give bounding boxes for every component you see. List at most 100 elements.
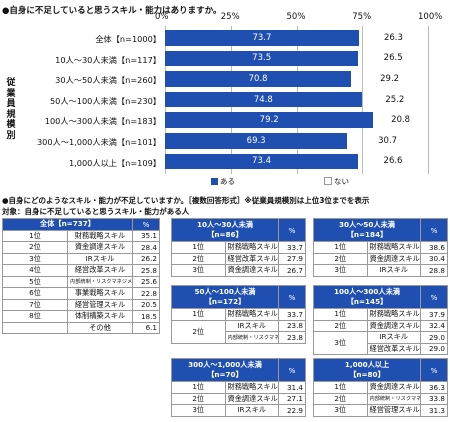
rank-cell: 3位 (313, 404, 368, 417)
item-cell: 資金調達スキル (366, 381, 421, 394)
x-tick-label: 0% (155, 12, 169, 22)
bar-segment-nai: 26.5 (383, 53, 403, 64)
table-row: 2位 経営改革スキル 27.9 (171, 252, 306, 265)
item-cell: 経営改革スキル (224, 252, 279, 265)
rank-cell: 7位 (2, 298, 68, 311)
table-row: 3位 資金調達スキル 26.7 (171, 264, 306, 277)
table-title: 30人～50人未満 【n=184】 (313, 218, 421, 242)
pct-header: % (420, 358, 448, 382)
value-cell: 33.8 (420, 392, 448, 405)
ranking-table-t-30-50: 30人～50人未満 【n=184】% 1位 財務戦略スキル 38.6 2位 資金調達スキル 3… (313, 218, 448, 277)
value-cell: 30.4 (420, 252, 448, 265)
question-2: ●自身にどのようなスキル・能力が不足していますか。［複数回答形式］※従業員規模別… (2, 196, 370, 205)
table-row: 3位 IRスキル 28.8 (313, 264, 448, 277)
table-row: 6位 事業戦略スキル 22.8 (2, 287, 160, 300)
value-cell: 36.3 (420, 381, 448, 394)
rank-cell: 1位 (313, 308, 368, 321)
item-cell: 財務戦略スキル (366, 241, 421, 254)
table-row: 8位 体制構築スキル 18.5 (2, 310, 160, 323)
table-title: 1,000人以上 【n=80】 (313, 358, 421, 382)
pct-header: % (132, 218, 160, 231)
ranking-table-t-all: 全体【n=737】% 1位 財務戦略スキル 35.1 2位 資金調達スキル 28.4 3位 IR… (2, 218, 160, 334)
pct-header: % (420, 218, 448, 242)
value-cell: 31.4 (278, 381, 306, 394)
ranking-table-t-300-1000: 300人～1,000人未満 【n=70】% 1位 財務戦略スキル 31.4 2位 資金調達ス… (171, 358, 306, 417)
rank-cell: 8位 (2, 310, 68, 323)
item-cell: 資金調達スキル (366, 252, 421, 265)
value-cell: 23.8 (278, 319, 306, 332)
rank-cell: 5位 (2, 275, 68, 288)
value-cell: 29.0 (420, 342, 448, 355)
rank-cell: 1位 (171, 241, 226, 254)
item-cell: 財務戦略スキル (224, 241, 279, 254)
pct-header: % (278, 358, 306, 382)
category-label: 30人～50人未満【n=260】 (55, 75, 161, 86)
item-cell: IRスキル (224, 319, 279, 332)
x-tick-label: 50% (286, 12, 306, 22)
item-cell: 財務戦略スキル (224, 381, 279, 394)
table-title: 100人～300人未満 【n=145】 (313, 285, 421, 309)
table-row: その他 6.1 (2, 321, 160, 334)
bar-segment-aru: 73.7 (165, 30, 359, 46)
target-note: 対象：自身に不足していると思うスキル・能力がある人 (2, 207, 190, 216)
category-label: 全体【n=1000】 (95, 34, 161, 44)
bar-segment-aru: 73.5 (165, 50, 359, 67)
value-cell: 37.9 (420, 308, 448, 321)
ranking-table-t-10-30: 10人～30人未満 【n=86】% 1位 財務戦略スキル 33.7 2位 経営改革スキル 27… (171, 218, 306, 277)
question-1: ●自身に不足していると思うスキル・能力はありますか。 (2, 6, 222, 16)
table-row: 2位 資金調達スキル 28.4 (2, 241, 160, 254)
value-cell: 28.4 (132, 241, 160, 254)
item-cell: 財務戦略スキル (67, 229, 133, 242)
rank-cell: 2位 (171, 252, 226, 265)
rank-cell: 3位 (313, 331, 368, 355)
item-cell: その他 (67, 321, 133, 334)
item-cell: 資金調達スキル (224, 264, 279, 277)
value-cell: 29.0 (420, 331, 448, 344)
value-cell: 22.9 (278, 404, 306, 417)
table-row: 1位 財務戦略スキル 37.9 (313, 308, 448, 321)
table-row: 2位 資金調達スキル 32.4 (313, 319, 448, 332)
rank-cell: 1位 (2, 229, 68, 242)
item-cell: 資金調達スキル (224, 392, 279, 405)
value-cell: 27.9 (278, 252, 306, 265)
rank-cell: 1位 (313, 381, 368, 394)
item-cell: 資金調達スキル (67, 241, 133, 254)
item-cell: 体制構築スキル (67, 310, 133, 323)
table-row: 3位 IRスキル 22.9 (171, 404, 306, 417)
ranking-table-t-100-300: 100人～300人未満 【n=145】% 1位 財務戦略スキル 37.9 2位 資金調達スキ… (313, 285, 448, 355)
value-cell: 6.1 (132, 321, 160, 334)
table-row: 7位 経営管理スキル 20.5 (2, 298, 160, 311)
table-row: 2位 資金調達スキル 30.4 (313, 252, 448, 265)
item-cell: 経営管理スキル (366, 404, 421, 417)
value-cell: 25.6 (132, 275, 160, 288)
table-row: 1位 資金調達スキル 36.3 (313, 381, 448, 394)
rank-cell: 3位 (2, 252, 68, 265)
ranking-table-t-50-100: 50人～100人未満 【n=172】% 1位 財務戦略スキル 33.7 2位 IRスキル 23… (171, 285, 306, 344)
item-cell: 資金調達スキル (366, 319, 421, 332)
value-cell: 38.6 (420, 241, 448, 254)
table-row: 内部統制・リスクマネジメントスキル23.8 (172, 331, 306, 344)
bar-segment-nai: 26.3 (383, 32, 403, 43)
rank-cell: 1位 (171, 308, 226, 321)
item-cell: 経営管理スキル (67, 298, 133, 311)
table-title: 10人～30人未満 【n=86】 (171, 218, 279, 242)
rank-cell: 1位 (171, 381, 226, 394)
bar-segment-nai: 20.8 (391, 115, 411, 126)
item-cell: 経営改革スキル (366, 342, 421, 355)
rank-cell (2, 321, 68, 334)
bar-segment-nai: 29.2 (380, 73, 400, 84)
value-cell: 33.7 (278, 308, 306, 321)
x-tick-label: 75% (352, 12, 372, 22)
bar-segment-aru: 73.4 (165, 153, 359, 170)
value-cell: 20.5 (132, 298, 160, 311)
value-cell: 35.1 (132, 229, 160, 242)
bar-segment-nai: 26.6 (383, 156, 403, 167)
bar-segment-aru: 69.3 (165, 133, 348, 149)
rank-cell: 2位 (2, 241, 68, 254)
item-cell: 財務戦略スキル (366, 308, 421, 321)
value-cell: 22.8 (132, 287, 160, 300)
value-cell: 18.5 (132, 310, 160, 323)
bar-segment-nai: 25.2 (385, 94, 405, 105)
